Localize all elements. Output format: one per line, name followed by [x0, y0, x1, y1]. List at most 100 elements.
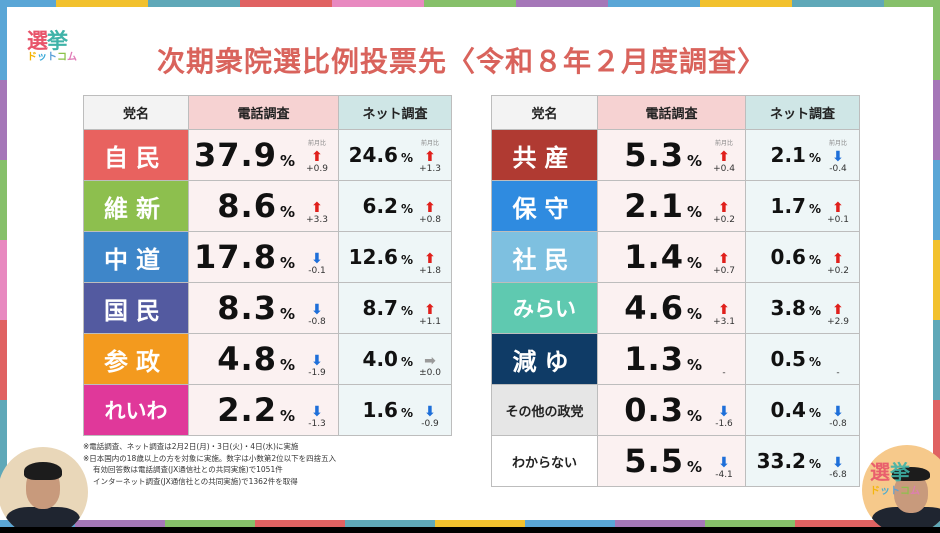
frame-stripe: [255, 520, 345, 527]
header-party: 党名: [491, 95, 598, 130]
table-row: 国民 8.3% ⬇ -0.8 8.7% ⬆ +1.1: [83, 282, 452, 334]
change-delta: +0.4: [713, 164, 735, 174]
arrow-up-icon: ⬆: [311, 149, 323, 165]
prev-month-label: 前月比: [714, 140, 733, 147]
net-survey-cell: 3.8% ⬆ +2.9: [745, 282, 860, 334]
table-row: その他の政党 0.3% ⬇ -1.6 0.4% ⬇ -0.8: [491, 384, 860, 436]
phone-survey-cell: 5.3% 前月比 ⬆ +0.4: [597, 129, 746, 181]
logo-char: 選: [870, 460, 890, 484]
value-number: 8.7: [362, 296, 398, 320]
percent-sign: %: [279, 254, 296, 272]
frame-stripe: [792, 0, 884, 7]
change-delta: -1.9: [308, 368, 326, 378]
percent-sign: %: [686, 407, 703, 425]
percent-sign: %: [400, 304, 413, 318]
arrow-up-icon: ⬆: [424, 302, 436, 318]
month-change: ⬇ -4.1: [709, 442, 739, 482]
change-delta: +1.3: [419, 164, 441, 174]
change-delta: +3.1: [713, 317, 735, 327]
percent-sign: %: [279, 356, 296, 374]
percent-sign: %: [808, 304, 821, 318]
percentage-value: 24.6%: [349, 143, 413, 167]
value-number: 3.8: [770, 296, 806, 320]
change-delta: -4.1: [715, 470, 733, 480]
party-name: 減ゆ: [491, 333, 598, 385]
percentage-value: 12.6%: [349, 245, 413, 269]
arrow-up-icon: ⬆: [832, 251, 844, 267]
table-row: 減ゆ 1.3% - 0.5% -: [491, 333, 860, 385]
percent-sign: %: [686, 458, 703, 476]
value-number: 6.2: [362, 194, 398, 218]
senkyo-dotcom-watermark: 選挙 ドットコム: [870, 462, 930, 497]
arrow-down-icon: ⬇: [832, 455, 844, 471]
logo-char: ム: [910, 486, 920, 497]
percentage-value: 4.6%: [624, 289, 703, 327]
change-delta: +0.1: [827, 215, 849, 225]
change-delta: -0.9: [421, 419, 439, 429]
header-net-survey: ネット調査: [745, 95, 860, 130]
percentage-value: 33.2%: [757, 449, 821, 473]
percent-sign: %: [808, 253, 821, 267]
value-number: 17.8: [194, 238, 277, 276]
presenter-hair: [892, 467, 930, 481]
change-delta: -0.8: [829, 419, 847, 429]
logo-char: 挙: [47, 29, 68, 53]
phone-survey-cell: 5.5% ⬇ -4.1: [597, 435, 746, 487]
survey-notes: ※電話調査、ネット調査は2月2日(月)・3日(火)・4日(水)に実施 ※日本国内…: [83, 441, 336, 487]
table-row: 自民 37.9% 前月比 ⬆ +0.9 24.6% 前月比 ⬆ +1.3: [83, 129, 452, 181]
value-number: 1.7: [770, 194, 806, 218]
month-change: ⬇ -0.8: [302, 289, 332, 329]
change-delta: -1.3: [308, 419, 326, 429]
percentage-value: 5.5%: [624, 442, 703, 480]
frame-stripe: [608, 0, 700, 7]
logo-char: ド: [870, 486, 880, 497]
value-number: 0.3: [624, 391, 684, 429]
month-change: ⬆ +0.7: [709, 238, 739, 278]
change-delta: +0.9: [306, 164, 328, 174]
month-change: 前月比 ⬆ +0.4: [709, 136, 739, 176]
percentage-value: 8.6%: [217, 187, 296, 225]
frame-stripe: [525, 520, 615, 527]
frame-stripe: [75, 520, 165, 527]
net-survey-cell: 8.7% ⬆ +1.1: [338, 282, 452, 334]
change-delta: +0.2: [713, 215, 735, 225]
net-survey-cell: 33.2% ⬇ -6.8: [745, 435, 860, 487]
percentage-value: 37.9%: [194, 136, 296, 174]
percent-sign: %: [279, 407, 296, 425]
percent-sign: %: [686, 254, 703, 272]
logo-char: ッ: [37, 52, 47, 63]
net-survey-cell: 4.0% ➡ ±0.0: [338, 333, 452, 385]
arrow-down-icon: ⬇: [424, 404, 436, 420]
frame-stripe: [435, 520, 525, 527]
percentage-value: 8.7%: [363, 296, 413, 320]
frame-stripe: [516, 0, 608, 7]
frame-stripe: [933, 80, 940, 160]
party-name: 自民: [83, 129, 189, 181]
percentage-value: 3.8%: [771, 296, 821, 320]
note-line: 有効回答数は電話調査(JX通信社との共同実施)で1051件: [93, 465, 283, 474]
party-name: わからない: [491, 435, 598, 487]
month-change: ⬇ -0.1: [302, 238, 332, 278]
phone-survey-cell: 2.2% ⬇ -1.3: [188, 384, 339, 436]
value-number: 1.3: [624, 340, 684, 378]
header-net-survey: ネット調査: [338, 95, 452, 130]
percent-sign: %: [808, 406, 821, 420]
arrow-up-icon: ⬆: [718, 200, 730, 216]
phone-survey-cell: 1.3% -: [597, 333, 746, 385]
arrow-down-icon: ⬇: [718, 455, 730, 471]
presenter-camera-right: [862, 445, 940, 527]
presenter-suit: [6, 507, 80, 527]
poll-table-left: 党名 電話調査 ネット調査 自民 37.9% 前月比 ⬆ +0.9 24.6% 前月比 ⬆ +1…: [83, 95, 452, 436]
party-name: その他の政党: [491, 384, 598, 436]
month-change: -: [823, 340, 853, 380]
percent-sign: %: [808, 151, 821, 165]
value-number: 4.0: [362, 347, 398, 371]
change-delta: -1.6: [715, 419, 733, 429]
net-survey-cell: 2.1% 前月比 ⬇ -0.4: [745, 129, 860, 181]
table-row: 維新 8.6% ⬆ +3.3 6.2% ⬆ +0.8: [83, 180, 452, 232]
logo-char: ッ: [880, 486, 890, 497]
phone-survey-cell: 1.4% ⬆ +0.7: [597, 231, 746, 283]
value-number: 4.8: [217, 340, 277, 378]
note-line: ※電話調査、ネット調査は2月2日(月)・3日(火)・4日(水)に実施: [83, 442, 299, 451]
